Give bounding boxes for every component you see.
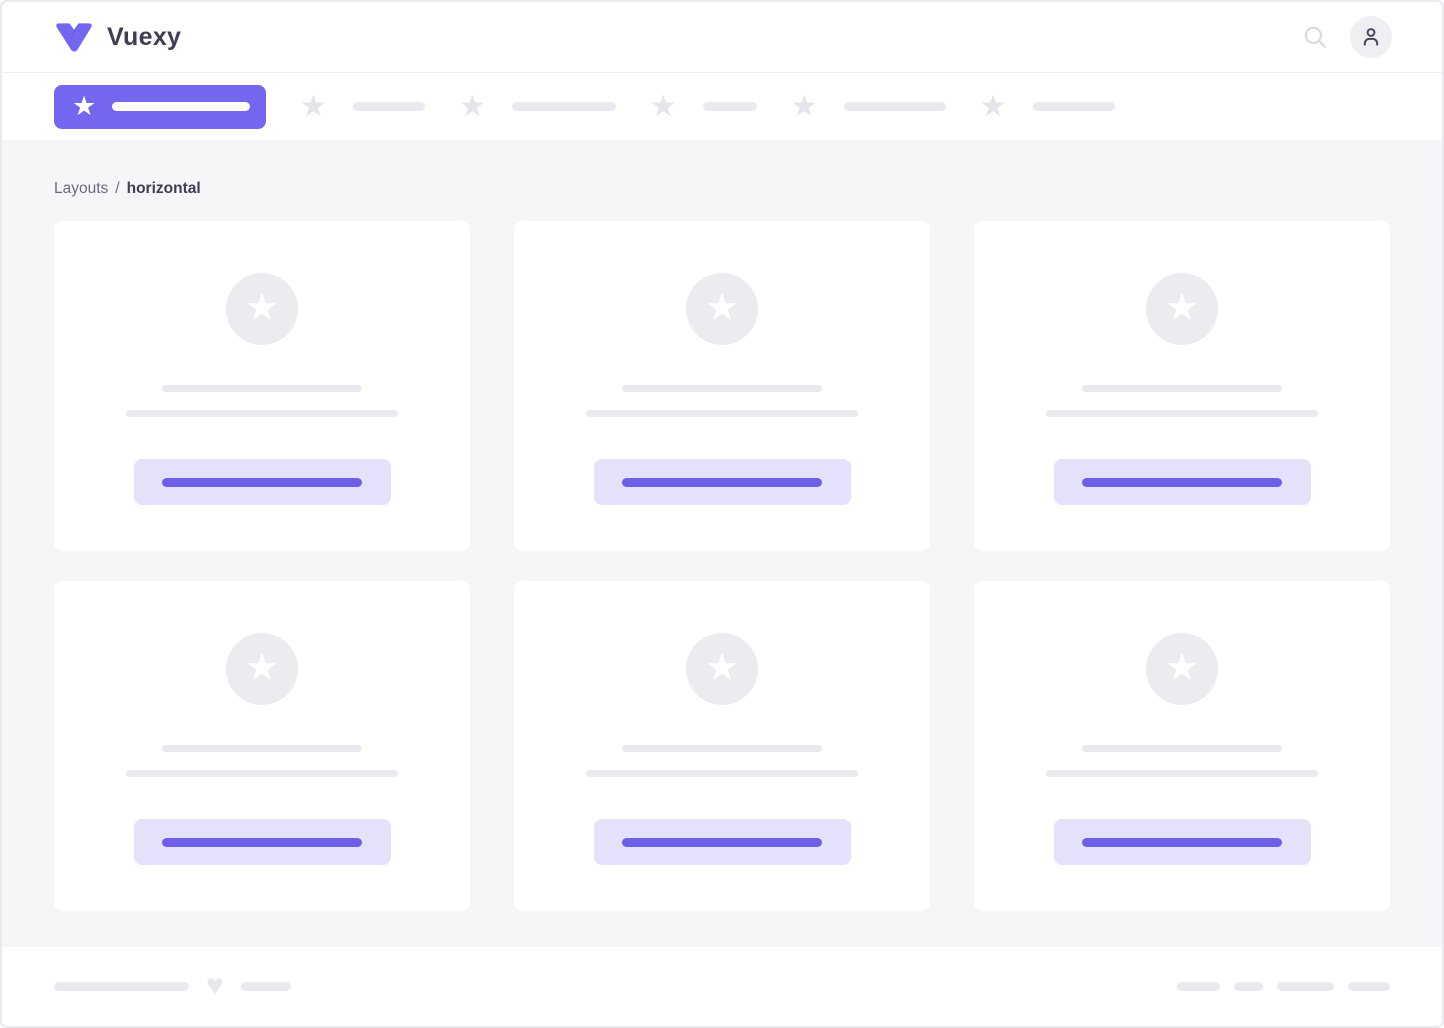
breadcrumb-parent-link[interactable]: Layouts xyxy=(54,180,109,197)
card: ★ xyxy=(514,221,930,551)
user-avatar-button[interactable] xyxy=(1350,16,1392,58)
card-title-placeholder xyxy=(622,385,822,392)
search-icon xyxy=(1304,26,1326,48)
heart-icon: ♥ xyxy=(206,968,224,1002)
card-subtitle-placeholder xyxy=(586,770,858,777)
footer-text-placeholder xyxy=(240,982,291,991)
card-action-button[interactable] xyxy=(1053,459,1311,505)
button-label-placeholder xyxy=(1082,477,1282,487)
star-icon: ★ xyxy=(649,89,677,123)
card-subtitle-placeholder xyxy=(1046,770,1318,777)
app-footer: ♥ xyxy=(2,947,1442,1026)
card-avatar-circle: ★ xyxy=(226,633,298,705)
nav-label-placeholder xyxy=(1032,102,1115,111)
star-icon: ★ xyxy=(979,89,1007,123)
card-title-placeholder xyxy=(1082,745,1282,752)
app-header: Vuexy xyxy=(2,2,1442,73)
card-action-button[interactable] xyxy=(593,819,851,865)
card-subtitle-placeholder xyxy=(126,410,398,417)
card-title-placeholder xyxy=(1082,385,1282,392)
brand-name: Vuexy xyxy=(107,22,182,51)
footer-link-placeholder xyxy=(1234,982,1263,991)
footer-link-placeholder xyxy=(1177,982,1220,991)
button-label-placeholder xyxy=(162,837,362,847)
button-label-placeholder xyxy=(162,477,362,487)
card: ★ xyxy=(54,221,470,551)
search-button[interactable] xyxy=(1302,24,1328,50)
nav-menu-item[interactable]: ★ xyxy=(458,89,616,123)
button-label-placeholder xyxy=(622,837,822,847)
user-icon xyxy=(1363,28,1379,46)
nav-menu-item[interactable]: ★ xyxy=(979,89,1115,123)
header-actions xyxy=(1302,16,1392,58)
card-avatar-circle: ★ xyxy=(686,273,758,345)
card-subtitle-placeholder xyxy=(586,410,858,417)
star-icon: ★ xyxy=(704,646,740,689)
card-avatar-circle: ★ xyxy=(1146,273,1218,345)
brand[interactable]: Vuexy xyxy=(54,22,181,52)
star-icon: ★ xyxy=(300,89,327,123)
footer-link-placeholder xyxy=(1348,982,1390,991)
card: ★ xyxy=(54,581,470,911)
star-icon: ★ xyxy=(790,89,818,123)
breadcrumb-separator: / xyxy=(115,180,120,197)
nav-label-placeholder xyxy=(112,102,250,111)
star-icon: ★ xyxy=(72,91,97,121)
card-action-button[interactable] xyxy=(133,459,391,505)
nav-label-placeholder xyxy=(702,102,757,111)
card-subtitle-placeholder xyxy=(1046,410,1318,417)
card-title-placeholder xyxy=(622,745,822,752)
breadcrumb-current: horizontal xyxy=(126,180,201,197)
star-icon: ★ xyxy=(244,286,280,329)
card-avatar-circle: ★ xyxy=(686,633,758,705)
breadcrumb: Layouts / horizontal xyxy=(54,180,1390,198)
star-icon: ★ xyxy=(1164,646,1200,689)
card-avatar-circle: ★ xyxy=(1146,633,1218,705)
main-content: Layouts / horizontal ★ ★ ★ ★ xyxy=(2,140,1442,947)
star-icon: ★ xyxy=(704,286,740,329)
footer-text-placeholder xyxy=(54,982,189,991)
button-label-placeholder xyxy=(622,477,822,487)
star-icon: ★ xyxy=(244,646,280,689)
star-icon: ★ xyxy=(458,89,486,123)
card: ★ xyxy=(974,221,1390,551)
footer-link-placeholder xyxy=(1277,982,1334,991)
card: ★ xyxy=(974,581,1390,911)
card-title-placeholder xyxy=(162,385,362,392)
card-action-button[interactable] xyxy=(133,819,391,865)
nav-label-placeholder xyxy=(352,102,425,111)
nav-menu-item[interactable]: ★ xyxy=(649,89,757,123)
card-action-button[interactable] xyxy=(593,459,851,505)
star-icon: ★ xyxy=(1164,286,1200,329)
footer-right xyxy=(1177,982,1390,991)
nav-menu-item[interactable]: ★ xyxy=(300,89,425,123)
button-label-placeholder xyxy=(1082,837,1282,847)
vuexy-logo-icon xyxy=(56,23,92,52)
card: ★ xyxy=(514,581,930,911)
nav-menu-item[interactable]: ★ xyxy=(790,89,946,123)
cards-grid: ★ ★ ★ ★ ★ xyxy=(54,221,1390,911)
nav-label-placeholder xyxy=(511,102,616,111)
card-subtitle-placeholder xyxy=(126,770,398,777)
nav-menu-item-active[interactable]: ★ xyxy=(54,84,266,129)
nav-label-placeholder xyxy=(843,102,946,111)
card-action-button[interactable] xyxy=(1053,819,1311,865)
card-title-placeholder xyxy=(162,745,362,752)
horizontal-nav: ★ ★ ★ ★ ★ ★ xyxy=(2,73,1442,140)
card-avatar-circle: ★ xyxy=(226,273,298,345)
footer-left: ♥ xyxy=(54,968,291,1003)
